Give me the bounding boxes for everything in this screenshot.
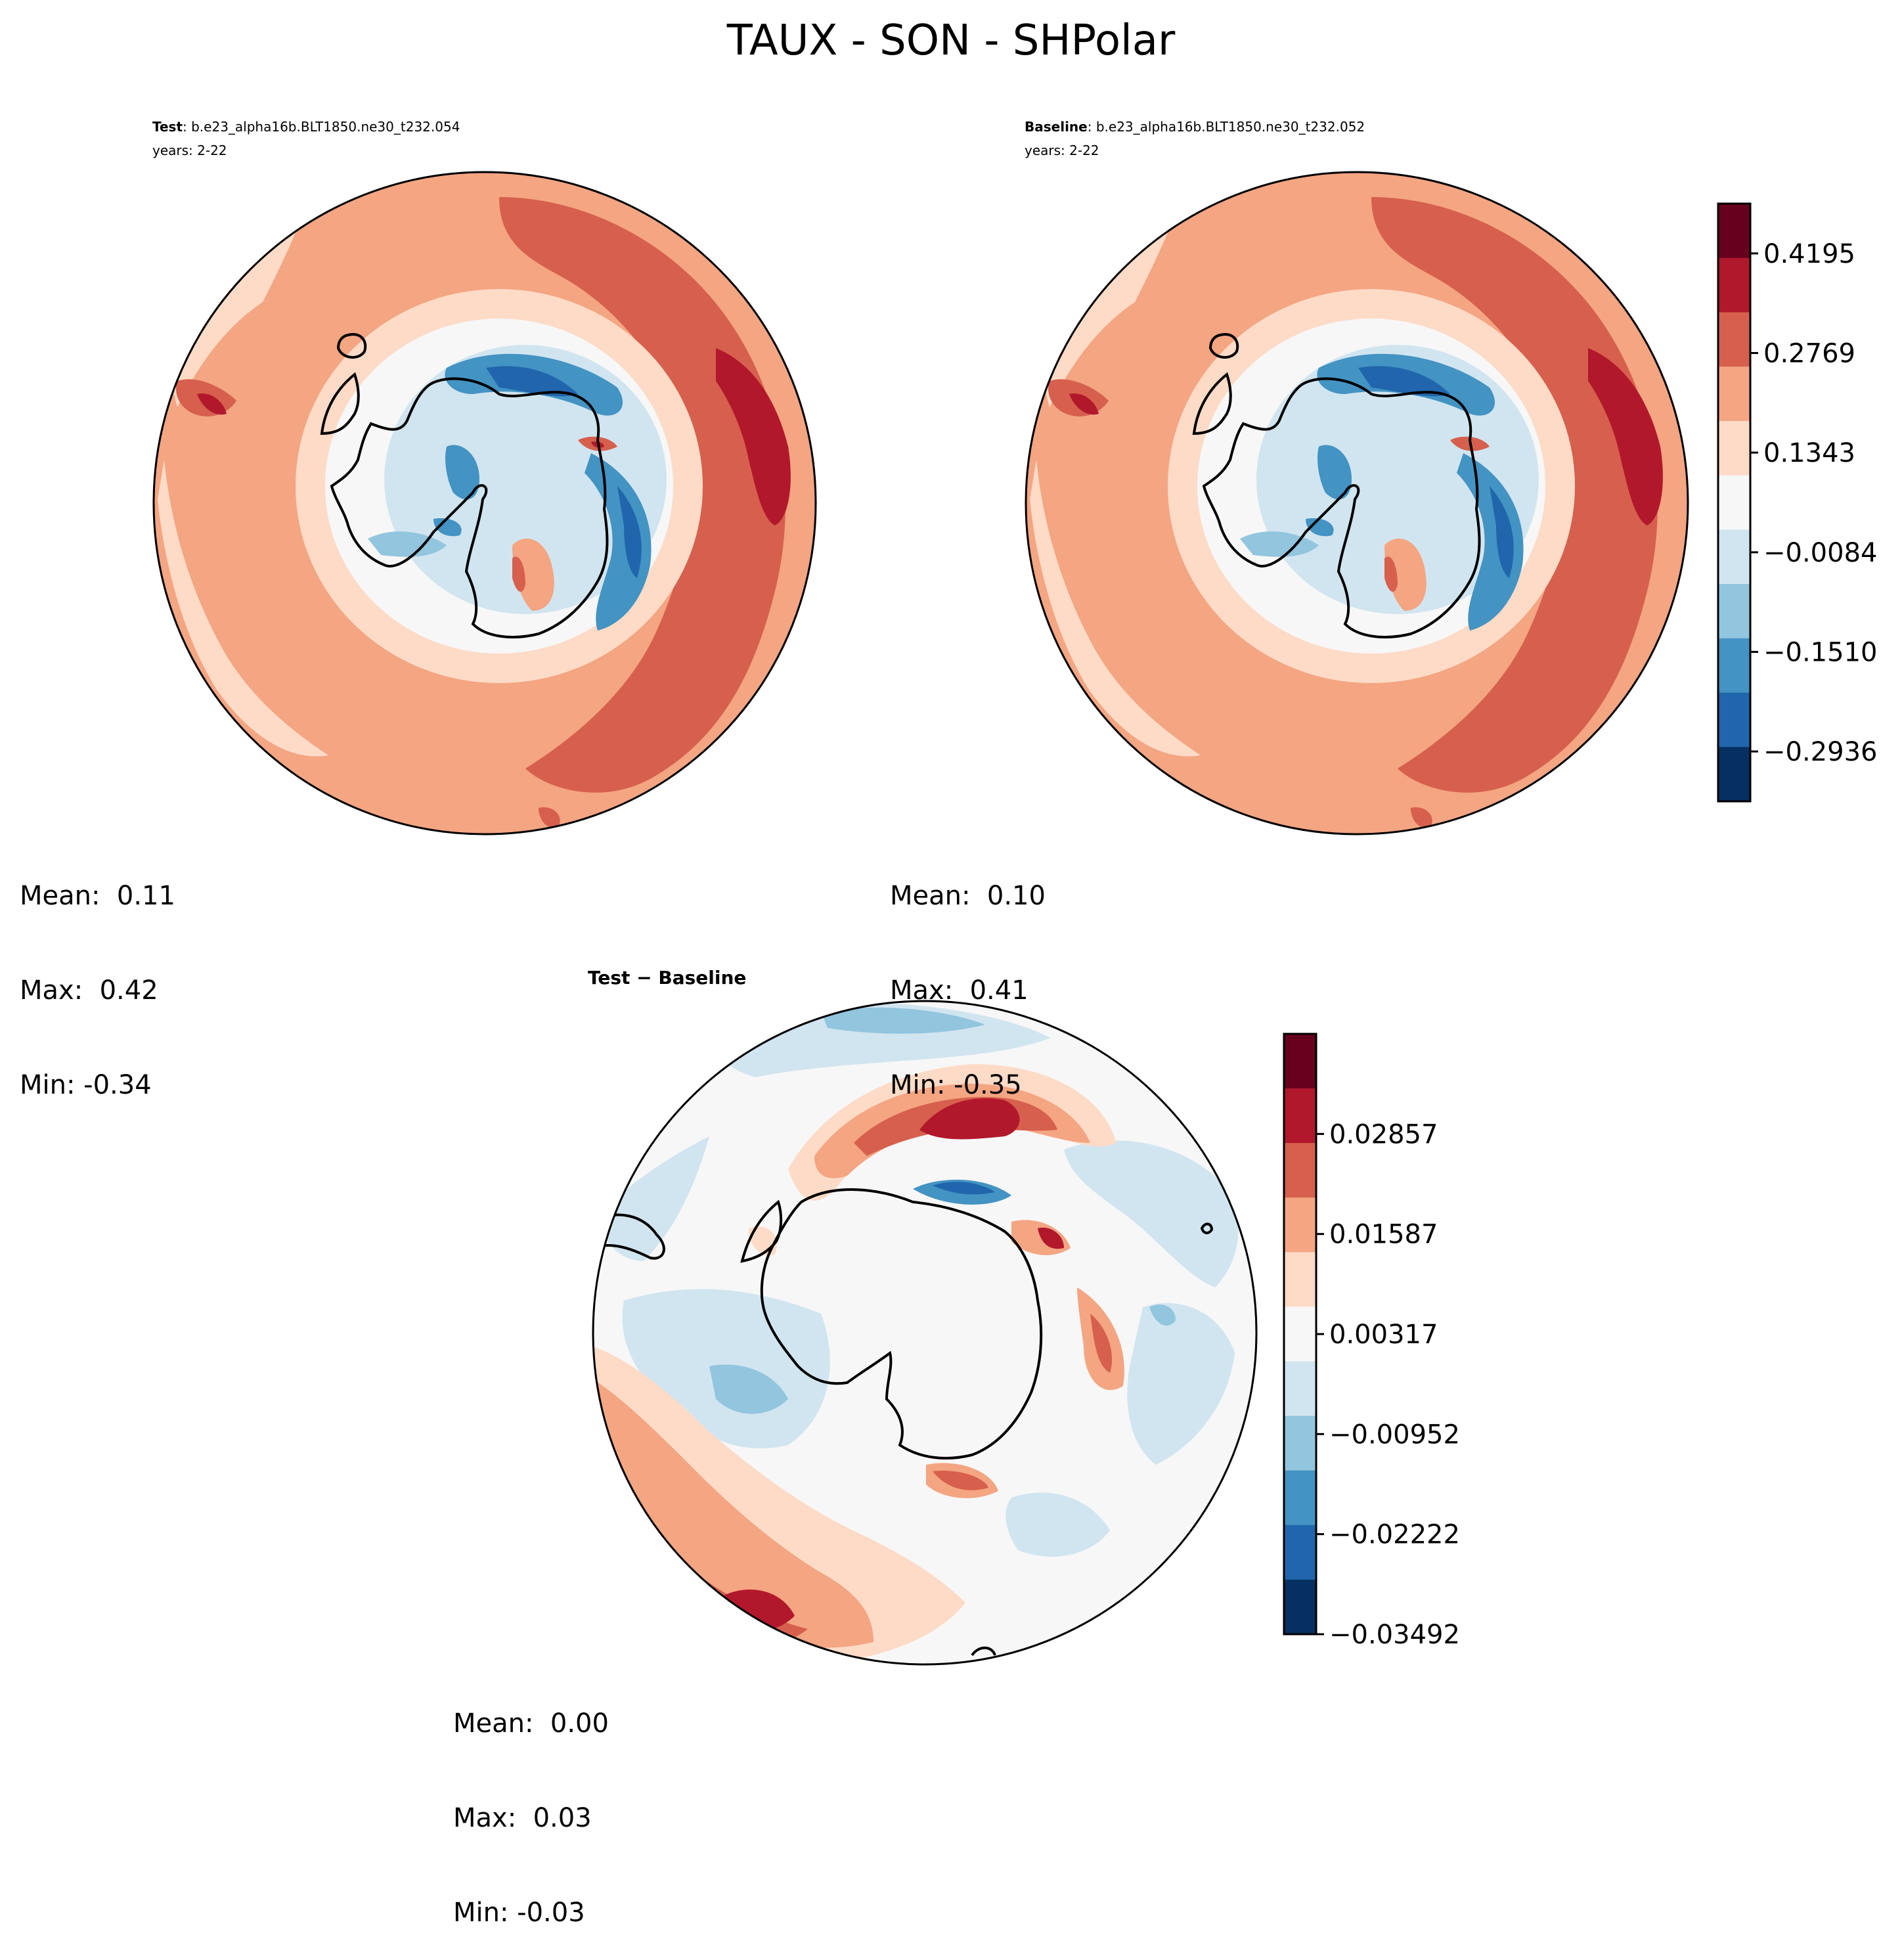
stats-baseline-max: Max: 0.41 [890, 975, 1028, 1006]
colorbar-diff-segment [1284, 1470, 1316, 1526]
colorbar-main-tick-label: 0.1343 [1763, 438, 1855, 468]
colorbar-diff-tick-label: −0.03492 [1329, 1620, 1460, 1650]
stats-baseline-min: Min: -0.35 [890, 1070, 1022, 1100]
colorbar-main-tick-label: −0.0084 [1763, 538, 1877, 568]
colorbar-main-segment [1718, 204, 1750, 259]
colorbar-main-segment [1718, 420, 1750, 476]
stats-baseline-mean: Mean: 0.10 [890, 881, 1046, 911]
colorbar-diff-segment [1284, 1306, 1316, 1362]
colorbar-diff-segment [1284, 1579, 1316, 1635]
stats-test: Mean: 0.11 Max: 0.42 Min: -0.34 [20, 817, 175, 1132]
colorbar-main-tick-label: −0.1510 [1763, 637, 1877, 667]
colorbar-main-segment [1718, 475, 1750, 530]
stats-test-min: Min: -0.34 [20, 1070, 152, 1100]
colorbar-main-segment [1718, 367, 1750, 422]
stats-baseline: Mean: 0.10 Max: 0.41 Min: -0.35 [890, 817, 1046, 1132]
colorbar-diff: 0.02857 0.01587 0.00317 −0.00952 −0.02222 −0.… [1283, 1033, 1460, 1650]
panel-baseline-label-bold: Baseline [1025, 119, 1088, 135]
panel-baseline-map-border [1025, 171, 1689, 835]
colorbar-diff-segment [1284, 1361, 1316, 1417]
colorbar-main-tick-label: −0.2936 [1763, 737, 1877, 767]
panel-diff-map-border [592, 1000, 1258, 1666]
stats-test-mean: Mean: 0.11 [20, 881, 175, 911]
colorbar-diff-tick-label: 0.00317 [1329, 1320, 1438, 1350]
colorbar-diff-segment [1284, 1197, 1316, 1253]
colorbar-diff-tick-label: −0.02222 [1329, 1520, 1460, 1550]
colorbar-main-frame [1717, 202, 1752, 803]
panel-diff-label: Test − Baseline [588, 967, 746, 989]
colorbar-diff-segment [1284, 1143, 1316, 1198]
panel-baseline-label: Baseline: b.e23_alpha16b.BLT1850.ne30_t2… [1025, 119, 1365, 135]
panel-test-map [154, 172, 816, 834]
colorbar-diff-segment [1284, 1034, 1316, 1089]
panel-test-label-bold: Test [152, 119, 183, 135]
stats-diff-max: Max: 0.03 [453, 1803, 592, 1833]
colorbar-main-segment [1718, 584, 1750, 639]
panel-test: Test: b.e23_alpha16b.BLT1850.ne30_t232.0… [152, 119, 817, 835]
panel-test-label: Test: b.e23_alpha16b.BLT1850.ne30_t232.0… [152, 119, 460, 135]
colorbar-diff-tick-label: 0.02857 [1329, 1119, 1438, 1149]
colorbar-diff-tick-label: −0.00952 [1329, 1419, 1460, 1450]
panel-baseline-map [1026, 172, 1688, 834]
panel-test-label-rest: : b.e23_alpha16b.BLT1850.ne30_t232.054 [183, 119, 460, 135]
colorbar-main-segment [1718, 638, 1750, 694]
colorbar-diff-tick-label: 0.01587 [1329, 1220, 1438, 1250]
panel-test-map-border [152, 171, 817, 835]
panel-baseline: Baseline: b.e23_alpha16b.BLT1850.ne30_t2… [1025, 119, 1689, 835]
stats-test-max: Max: 0.42 [20, 975, 158, 1006]
stats-diff-min: Min: -0.03 [453, 1898, 585, 1928]
figure-title: TAUX - SON - SHPolar [726, 16, 1176, 65]
stats-diff: Mean: 0.00 Max: 0.03 Min: -0.03 [453, 1645, 609, 1960]
panel-test-years: years: 2-22 [152, 143, 227, 158]
panel-baseline-years: years: 2-22 [1025, 143, 1099, 158]
colorbar-main-segment [1718, 692, 1750, 747]
panel-baseline-label-rest: : b.e23_alpha16b.BLT1850.ne30_t232.052 [1088, 119, 1365, 135]
colorbar-main-segment [1718, 257, 1750, 313]
colorbar-diff-segment [1284, 1525, 1316, 1580]
colorbar-main: 0.4195 0.2769 0.1343 −0.0084 −0.1510 −0.2936 [1717, 202, 1877, 803]
colorbar-main-segment [1718, 529, 1750, 585]
colorbar-main-tick-label: 0.2769 [1763, 338, 1855, 368]
colorbar-diff-segment [1284, 1415, 1316, 1471]
stats-diff-mean: Mean: 0.00 [453, 1708, 609, 1739]
colorbar-main-segment [1718, 747, 1750, 802]
colorbar-diff-segment [1284, 1252, 1316, 1307]
colorbar-main-tick-label: 0.4195 [1763, 239, 1855, 269]
colorbar-main-segment [1718, 312, 1750, 367]
colorbar-diff-segment [1284, 1088, 1316, 1144]
